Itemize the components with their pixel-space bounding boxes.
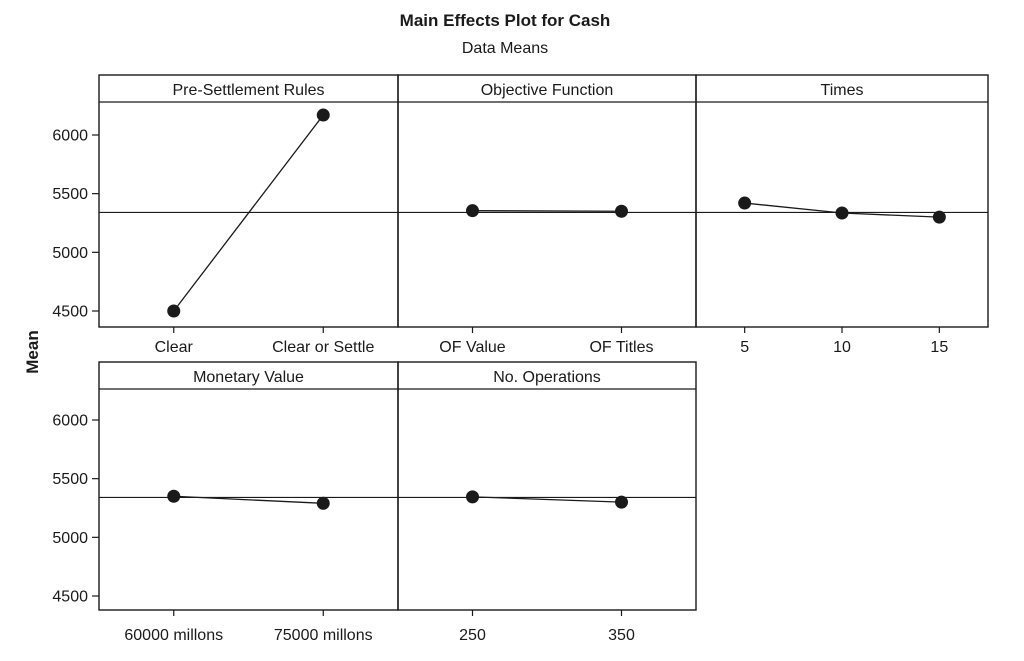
effect-line — [472, 496, 622, 503]
data-point — [316, 496, 330, 510]
x-tick-label: 10 — [833, 339, 851, 356]
data-point — [167, 304, 181, 318]
x-tick-label: Clear — [155, 339, 194, 356]
y-tick-label: 5000 — [52, 245, 88, 262]
x-tick-label: 15 — [930, 339, 948, 356]
chart-subtitle: Data Means — [461, 40, 549, 57]
data-point — [167, 489, 181, 503]
x-tick-label: OF Value — [439, 339, 506, 356]
data-point — [466, 490, 479, 504]
data-point — [466, 204, 479, 218]
x-tick-label: 350 — [608, 627, 635, 644]
y-tick-label: 4500 — [52, 589, 88, 606]
panel-border — [98, 361, 399, 611]
data-point — [835, 206, 849, 220]
effect-line — [472, 210, 622, 212]
panel-border — [98, 74, 399, 328]
y-tick-label: 6000 — [52, 128, 88, 145]
y-tick-label: 5000 — [52, 530, 88, 547]
data-point — [738, 196, 752, 210]
panel-border — [397, 74, 697, 328]
data-point — [615, 204, 628, 218]
y-tick-label: 4500 — [52, 304, 88, 321]
chart-title: Main Effects Plot for Cash — [399, 11, 611, 30]
y-tick-label: 5500 — [52, 471, 88, 488]
data-point — [316, 108, 330, 122]
panel-header-label: Times — [821, 82, 864, 99]
panel-header-label: Monetary Value — [193, 369, 304, 386]
x-tick-label: Clear or Settle — [272, 339, 374, 356]
x-tick-label: 75000 millons — [274, 627, 373, 644]
y-tick-label: 6000 — [52, 413, 88, 430]
effect-line — [173, 495, 324, 504]
panel-header-label: No. Operations — [493, 369, 601, 386]
y-tick-label: 5500 — [52, 186, 88, 203]
data-point — [615, 495, 628, 509]
x-tick-label: OF Titles — [589, 339, 653, 356]
x-tick-label: 60000 millons — [124, 627, 223, 644]
x-tick-label: 250 — [459, 627, 486, 644]
x-tick-label: 5 — [740, 339, 749, 356]
panel-border — [397, 361, 697, 611]
panel-header-label: Pre-Settlement Rules — [172, 82, 324, 99]
data-point — [932, 210, 946, 224]
panel-header-label: Objective Function — [481, 82, 614, 99]
effect-line — [173, 114, 324, 312]
